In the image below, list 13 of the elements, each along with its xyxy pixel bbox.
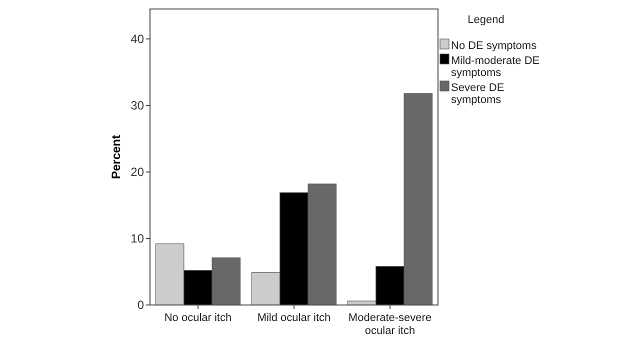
- y-axis-title: Percent: [109, 134, 123, 180]
- legend-label: Severe DE symptoms: [451, 82, 504, 106]
- y-tick-label: 30: [130, 98, 144, 113]
- legend-label: No DE symptoms: [451, 40, 538, 52]
- y-tick-label: 10: [130, 232, 144, 246]
- legend-title: Legend: [468, 14, 504, 26]
- y-tick-label: 20: [130, 165, 144, 180]
- x-tick-label: No ocular itch: [164, 312, 232, 324]
- x-tick-label: Mild ocular itch: [257, 312, 331, 324]
- y-tick-label: 0: [137, 298, 144, 312]
- x-tick-label: Moderate-severe ocular itch: [348, 312, 432, 337]
- y-tick-label: 40: [130, 32, 144, 46]
- legend-label: Mild-moderate DE symptoms: [451, 54, 540, 79]
